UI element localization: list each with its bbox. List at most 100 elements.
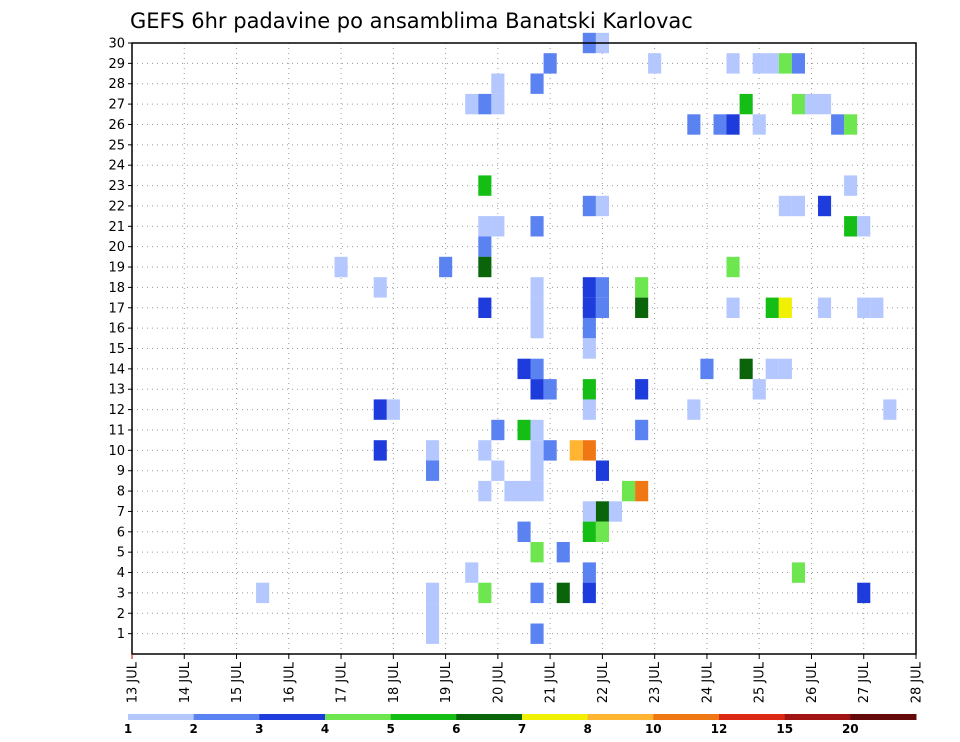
data-cell bbox=[635, 297, 649, 318]
colorbar-segment bbox=[719, 714, 786, 720]
y-tick-label: 16 bbox=[108, 322, 125, 337]
data-cell bbox=[582, 440, 596, 461]
data-cell bbox=[595, 501, 609, 522]
data-cell bbox=[635, 419, 649, 441]
data-cell bbox=[491, 73, 505, 94]
chart-title: GEFS 6hr padavine po ansamblima Banatski… bbox=[130, 9, 693, 33]
colorbar-label: 20 bbox=[842, 722, 859, 736]
data-cell bbox=[791, 195, 805, 217]
data-cell bbox=[543, 440, 557, 461]
data-cell bbox=[478, 93, 492, 115]
data-cell bbox=[818, 195, 832, 217]
data-cell bbox=[687, 114, 701, 135]
x-tick-label: 17 JUL bbox=[335, 661, 350, 703]
data-cell bbox=[582, 501, 596, 522]
y-tick-label: 7 bbox=[117, 505, 125, 520]
data-cell bbox=[791, 53, 805, 74]
y-tick-label: 5 bbox=[117, 546, 125, 561]
colorbar-label: 7 bbox=[518, 722, 526, 736]
data-cell bbox=[713, 114, 727, 135]
x-tick-label: 16 JUL bbox=[282, 661, 297, 703]
y-tick-label: 1 bbox=[117, 627, 125, 642]
data-cell bbox=[530, 440, 544, 461]
data-cell bbox=[687, 399, 701, 420]
data-cell bbox=[530, 216, 544, 237]
data-cell bbox=[778, 53, 792, 74]
y-tick-label: 14 bbox=[108, 362, 125, 377]
data-cell bbox=[648, 53, 662, 74]
x-tick-label: 23 JUL bbox=[648, 661, 663, 703]
data-cell bbox=[752, 53, 766, 74]
y-tick-label: 19 bbox=[108, 261, 125, 276]
data-cell bbox=[517, 419, 531, 441]
data-cell bbox=[478, 440, 492, 461]
data-cell bbox=[595, 460, 609, 481]
y-axis: 1234567891011121314151617181920212223242… bbox=[108, 37, 132, 642]
y-tick-label: 26 bbox=[108, 118, 125, 133]
data-cell bbox=[595, 277, 609, 298]
data-cell bbox=[844, 114, 858, 135]
x-tick-label: 26 JUL bbox=[805, 661, 820, 703]
colorbar: 1 2 3 4 5 6 7 8 10 12 15 20 bbox=[124, 714, 917, 736]
data-cell bbox=[530, 623, 544, 644]
data-cell bbox=[700, 358, 714, 380]
colorbar-segment bbox=[850, 714, 917, 720]
colorbar-label: 2 bbox=[190, 722, 198, 736]
data-cell bbox=[504, 480, 518, 502]
data-cell bbox=[608, 501, 622, 522]
y-tick-label: 13 bbox=[108, 383, 125, 398]
data-cell bbox=[739, 93, 753, 115]
colorbar-label: 6 bbox=[452, 722, 460, 736]
y-tick-label: 28 bbox=[108, 77, 125, 92]
y-tick-label: 18 bbox=[108, 281, 125, 296]
data-cell bbox=[543, 379, 557, 400]
y-tick-label: 21 bbox=[108, 220, 125, 235]
data-cell bbox=[582, 277, 596, 298]
y-tick-label: 11 bbox=[108, 423, 125, 438]
data-cell bbox=[635, 277, 649, 298]
x-tick-label: 28 JUL bbox=[910, 661, 925, 703]
data-cell bbox=[582, 297, 596, 318]
y-tick-label: 27 bbox=[108, 98, 125, 113]
y-tick-label: 30 bbox=[108, 37, 125, 52]
data-cell bbox=[870, 297, 884, 318]
data-cell bbox=[582, 338, 596, 359]
data-cell bbox=[726, 256, 740, 278]
colorbar-segment bbox=[325, 714, 392, 720]
colorbar-label: 10 bbox=[645, 722, 662, 736]
data-cell bbox=[373, 399, 387, 420]
data-cell bbox=[765, 297, 779, 318]
colorbar-label: 12 bbox=[711, 722, 728, 736]
x-tick-label: 20 JUL bbox=[491, 661, 506, 703]
colorbar-segment bbox=[784, 714, 851, 720]
data-cell bbox=[739, 358, 753, 380]
data-cell bbox=[635, 480, 649, 502]
data-cell bbox=[857, 216, 871, 237]
data-cell bbox=[373, 440, 387, 461]
data-cell bbox=[804, 93, 818, 115]
y-tick-label: 6 bbox=[117, 525, 125, 540]
colorbar-label: 5 bbox=[387, 722, 395, 736]
data-cell bbox=[256, 582, 270, 604]
y-tick-label: 8 bbox=[117, 485, 125, 500]
colorbar-segment bbox=[587, 714, 654, 720]
data-cell bbox=[426, 582, 440, 604]
data-cell bbox=[478, 236, 492, 257]
y-tick-label: 29 bbox=[108, 57, 125, 72]
data-cell bbox=[530, 317, 544, 339]
colorbar-segment bbox=[456, 714, 523, 720]
y-tick-label: 12 bbox=[108, 403, 125, 418]
y-tick-label: 20 bbox=[108, 240, 125, 255]
data-cell bbox=[478, 480, 492, 502]
y-tick-label: 4 bbox=[117, 566, 125, 581]
y-tick-label: 2 bbox=[117, 607, 125, 622]
data-cell bbox=[491, 93, 505, 115]
data-cell bbox=[530, 277, 544, 298]
data-cell bbox=[595, 195, 609, 217]
data-cell bbox=[543, 53, 557, 74]
data-cell bbox=[791, 93, 805, 115]
data-cell bbox=[478, 582, 492, 604]
x-tick-label: 21 JUL bbox=[544, 661, 559, 703]
data-cell bbox=[478, 216, 492, 237]
